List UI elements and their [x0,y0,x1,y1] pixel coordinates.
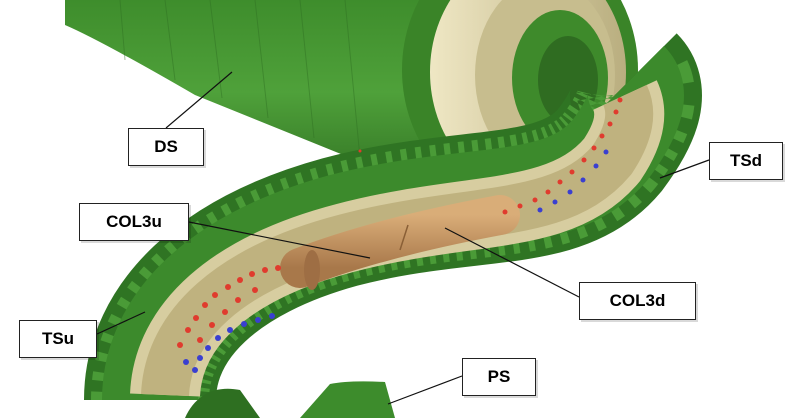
ps-solenoid [185,381,395,418]
col3-collimator [280,195,520,290]
label-ds: DS [128,128,204,166]
label-col3d: COL3d [579,282,696,320]
label-ps: PS [462,358,536,396]
particles-red [177,97,623,348]
particles-blue [183,149,609,373]
label-tsd: TSd [709,142,783,180]
label-tsu: TSu [19,320,97,358]
label-col3u: COL3u [79,203,189,241]
leader-lines [96,71,710,405]
